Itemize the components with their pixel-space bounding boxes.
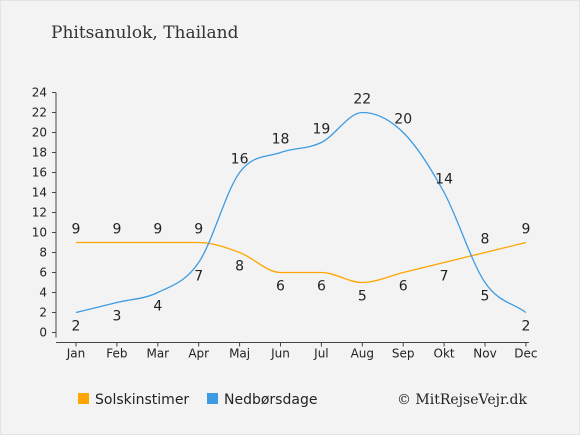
x-tick-label: Mar xyxy=(146,347,169,361)
data-label: 14 xyxy=(435,172,453,188)
x-tick-label: Okt xyxy=(434,347,455,361)
credit-text: © MitRejseVejr.dk xyxy=(397,392,528,408)
y-tick-label: 8 xyxy=(39,246,47,260)
data-label: 9 xyxy=(194,222,203,238)
y-tick-label: 12 xyxy=(32,206,47,220)
x-tick-label: Jan xyxy=(66,347,86,361)
data-label: 5 xyxy=(358,289,367,305)
x-tick-label: Aug xyxy=(351,347,374,361)
y-tick-label: 4 xyxy=(39,286,47,300)
y-tick-label: 24 xyxy=(32,86,47,100)
x-tick-label: Maj xyxy=(229,347,250,361)
y-tick-label: 16 xyxy=(32,166,47,180)
x-tick-label: Feb xyxy=(106,347,127,361)
legend-label-solskinstimer: Solskinstimer xyxy=(95,392,189,408)
x-tick-label: Sep xyxy=(392,347,415,361)
data-label: 20 xyxy=(394,112,412,128)
y-tick-label: 14 xyxy=(32,186,47,200)
data-label: 4 xyxy=(153,299,162,315)
y-tick-label: 18 xyxy=(32,146,47,160)
data-label: 3 xyxy=(112,309,121,325)
y-tick-label: 20 xyxy=(32,126,47,140)
data-label: 9 xyxy=(112,222,121,238)
data-label: 9 xyxy=(72,222,81,238)
series-line-nedbørsdage xyxy=(75,111,527,314)
y-tick-label: 2 xyxy=(39,306,47,320)
data-label: 18 xyxy=(272,132,290,148)
y-tick-label: 10 xyxy=(32,226,47,240)
y-tick-label: 22 xyxy=(32,106,47,120)
y-tick-label: 6 xyxy=(39,266,47,280)
chart-title: Phitsanulok, Thailand xyxy=(51,23,239,43)
data-label: 8 xyxy=(481,232,490,248)
data-label: 6 xyxy=(317,279,326,295)
data-label: 19 xyxy=(312,122,330,138)
data-label: 6 xyxy=(276,279,285,295)
data-label: 2 xyxy=(72,319,81,335)
x-tick-label: Apr xyxy=(188,347,209,361)
data-label: 16 xyxy=(231,152,249,168)
legend-label-nedbørsdage: Nedbørsdage xyxy=(224,392,317,408)
series-line-solskinstimer xyxy=(75,241,527,284)
data-label: 7 xyxy=(194,269,203,285)
data-label: 8 xyxy=(235,259,244,275)
legend: Solskinstimer Nedbørsdage xyxy=(78,392,317,408)
legend-swatch-nedbørsdage xyxy=(207,393,218,404)
x-tick-label: Nov xyxy=(473,347,496,361)
data-label: 22 xyxy=(353,92,371,108)
data-label: 7 xyxy=(440,269,449,285)
legend-swatch-solskinstimer xyxy=(78,393,89,404)
y-tick-label: 0 xyxy=(39,326,47,340)
data-label: 9 xyxy=(153,222,162,238)
data-label: 6 xyxy=(399,279,408,295)
data-label: 9 xyxy=(521,222,530,238)
x-tick-label: Jul xyxy=(313,347,328,361)
x-tick-label: Dec xyxy=(514,347,537,361)
data-label: 2 xyxy=(521,319,530,335)
data-label: 5 xyxy=(481,289,490,305)
x-tick-label: Jun xyxy=(270,347,290,361)
